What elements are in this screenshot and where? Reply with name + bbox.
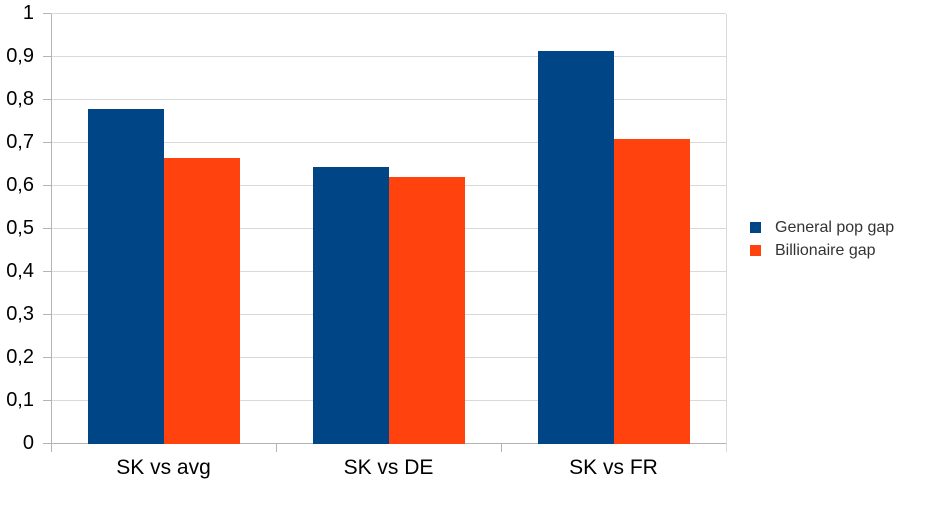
y-tick	[43, 99, 51, 100]
legend-swatch-icon	[750, 222, 761, 233]
y-tick	[43, 13, 51, 14]
y-tick-label: 0	[22, 432, 34, 454]
x-category-label: SK vs DE	[343, 456, 434, 479]
y-tick	[43, 271, 51, 272]
bar-general-pop-gap-2	[312, 167, 389, 444]
y-axis-line	[51, 14, 52, 452]
y-tick-label: 0,5	[6, 217, 34, 239]
bar-billionaire-gap-1	[163, 158, 240, 444]
y-tick	[43, 56, 51, 57]
y-tick-label: 0,9	[6, 45, 34, 67]
y-gridline	[51, 13, 726, 14]
bar-general-pop-gap-1	[87, 109, 164, 444]
y-tick	[43, 185, 51, 186]
plot-right-border	[726, 14, 727, 452]
y-tick-label: 0,4	[6, 260, 34, 282]
x-category-label: SK vs avg	[116, 456, 211, 479]
x-category-label: SK vs FR	[569, 456, 658, 479]
y-tick	[43, 400, 51, 401]
bar-billionaire-gap-3	[613, 139, 690, 444]
y-tick	[43, 443, 51, 444]
legend-item: General pop gap	[750, 219, 894, 237]
bar-general-pop-gap-3	[537, 51, 614, 444]
y-tick-label: 0,2	[6, 346, 34, 368]
y-tick	[43, 142, 51, 143]
y-gridline	[51, 99, 726, 100]
y-tick	[43, 357, 51, 358]
x-tick	[276, 444, 277, 452]
legend-swatch-icon	[750, 244, 761, 256]
bar-billionaire-gap-2	[388, 177, 465, 444]
y-tick	[43, 314, 51, 315]
y-tick-label: 0,3	[6, 303, 34, 325]
y-gridline	[51, 142, 726, 143]
legend-label: General pop gap	[775, 219, 895, 236]
y-tick	[43, 228, 51, 229]
y-tick-label: 1	[22, 2, 34, 24]
legend-item: Billionaire gap	[750, 242, 876, 260]
legend-label: Billionaire gap	[775, 241, 876, 259]
y-tick-label: 0,8	[6, 88, 34, 110]
y-gridline	[51, 56, 726, 57]
x-tick	[501, 444, 502, 452]
y-tick-label: 0,7	[6, 131, 34, 153]
y-tick-label: 0,1	[6, 389, 34, 411]
y-tick-label: 0,6	[6, 174, 34, 196]
